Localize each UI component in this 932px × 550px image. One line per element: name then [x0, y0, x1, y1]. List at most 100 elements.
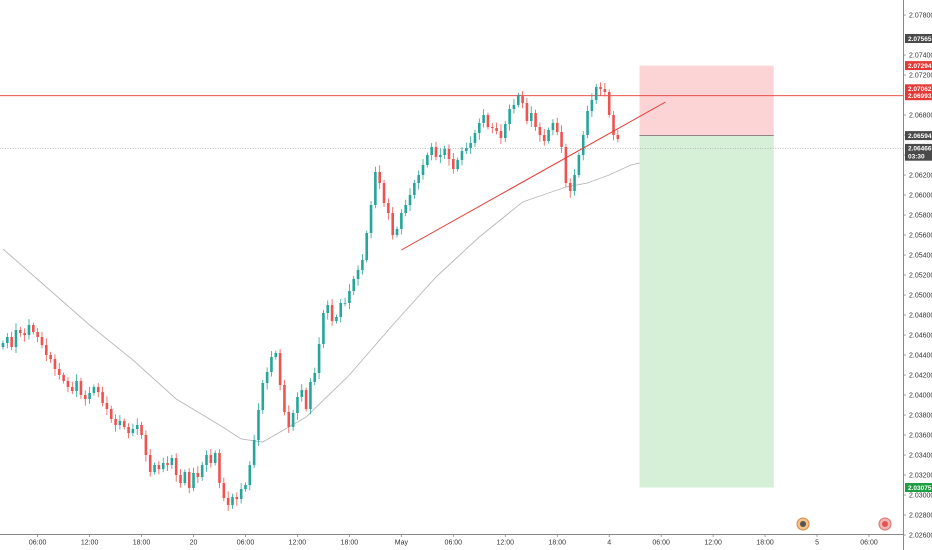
candle[interactable]: [244, 482, 247, 492]
candle[interactable]: [287, 405, 291, 433]
candle[interactable]: [257, 403, 260, 446]
candle[interactable]: [231, 493, 234, 509]
candle[interactable]: [296, 392, 299, 420]
candle[interactable]: [465, 142, 468, 155]
candle[interactable]: [387, 198, 390, 220]
candle[interactable]: [616, 129, 620, 143]
candle[interactable]: [183, 469, 187, 486]
candle[interactable]: [434, 141, 438, 161]
candle[interactable]: [62, 372, 65, 384]
candle[interactable]: [10, 331, 13, 351]
candle[interactable]: [153, 462, 156, 475]
candle[interactable]: [127, 423, 130, 439]
candle[interactable]: [270, 351, 273, 377]
candle[interactable]: [252, 434, 256, 469]
candle[interactable]: [196, 466, 200, 483]
candle[interactable]: [6, 333, 9, 349]
candle[interactable]: [235, 492, 239, 506]
candle[interactable]: [322, 309, 325, 348]
candle[interactable]: [503, 120, 507, 142]
candle[interactable]: [564, 143, 568, 187]
candle[interactable]: [291, 409, 295, 431]
dividend-event-icon[interactable]: [878, 517, 892, 531]
candle[interactable]: [469, 136, 472, 154]
candle[interactable]: [205, 450, 208, 472]
candle[interactable]: [96, 383, 100, 398]
candle[interactable]: [114, 414, 117, 432]
candle[interactable]: [525, 97, 529, 125]
candle[interactable]: [521, 91, 524, 109]
candle[interactable]: [66, 377, 70, 393]
candle[interactable]: [248, 461, 252, 491]
candle[interactable]: [187, 468, 191, 494]
candle[interactable]: [118, 415, 122, 430]
candle[interactable]: [599, 82, 602, 96]
candle[interactable]: [278, 349, 282, 391]
candle[interactable]: [49, 351, 52, 363]
candle[interactable]: [538, 122, 542, 142]
candle[interactable]: [482, 109, 485, 128]
candle[interactable]: [32, 322, 35, 335]
candle[interactable]: [226, 491, 230, 511]
candle[interactable]: [551, 119, 555, 136]
candle[interactable]: [53, 354, 57, 376]
candle[interactable]: [555, 117, 559, 136]
candle[interactable]: [330, 299, 334, 326]
candle[interactable]: [391, 207, 394, 240]
candle[interactable]: [265, 367, 269, 390]
candle[interactable]: [590, 93, 594, 117]
candle[interactable]: [144, 430, 148, 462]
candle[interactable]: [499, 124, 503, 144]
candle[interactable]: [239, 483, 243, 504]
candle[interactable]: [413, 179, 416, 199]
candle[interactable]: [14, 323, 18, 353]
candle[interactable]: [603, 83, 607, 97]
candle[interactable]: [19, 326, 22, 337]
candle[interactable]: [426, 152, 429, 168]
candle[interactable]: [586, 105, 589, 139]
candle[interactable]: [161, 457, 165, 473]
candle[interactable]: [170, 454, 174, 469]
candle[interactable]: [547, 127, 550, 144]
candle[interactable]: [516, 92, 520, 108]
candle[interactable]: [534, 109, 537, 131]
candle[interactable]: [404, 199, 407, 217]
candle[interactable]: [148, 449, 152, 477]
candle[interactable]: [200, 461, 204, 481]
candle[interactable]: [443, 145, 446, 159]
candle[interactable]: [452, 153, 455, 174]
calendar-event-icon[interactable]: [796, 517, 810, 531]
support-trendline[interactable]: [401, 101, 666, 251]
candle[interactable]: [192, 467, 195, 492]
candle[interactable]: [179, 469, 182, 488]
candle[interactable]: [75, 374, 78, 397]
candle[interactable]: [1, 340, 5, 350]
candle[interactable]: [460, 147, 464, 166]
candle[interactable]: [166, 456, 169, 471]
stop-loss-zone[interactable]: [639, 65, 774, 136]
candle[interactable]: [352, 275, 356, 295]
take-profit-zone[interactable]: [639, 135, 774, 488]
candle[interactable]: [88, 387, 91, 404]
candle[interactable]: [490, 123, 494, 134]
candle[interactable]: [594, 83, 598, 104]
candle[interactable]: [577, 152, 581, 178]
candle[interactable]: [607, 89, 611, 118]
candle[interactable]: [369, 201, 373, 239]
candle[interactable]: [45, 338, 48, 361]
candle[interactable]: [486, 112, 490, 130]
candle[interactable]: [456, 157, 459, 172]
candle[interactable]: [27, 319, 31, 340]
candle[interactable]: [612, 111, 615, 141]
candle[interactable]: [343, 297, 347, 307]
candle[interactable]: [79, 377, 83, 399]
candle[interactable]: [261, 379, 265, 414]
candle[interactable]: [348, 284, 351, 309]
candle[interactable]: [478, 118, 481, 140]
candle[interactable]: [365, 230, 369, 263]
candle[interactable]: [135, 418, 139, 435]
candle[interactable]: [382, 179, 386, 207]
candle[interactable]: [408, 188, 412, 211]
